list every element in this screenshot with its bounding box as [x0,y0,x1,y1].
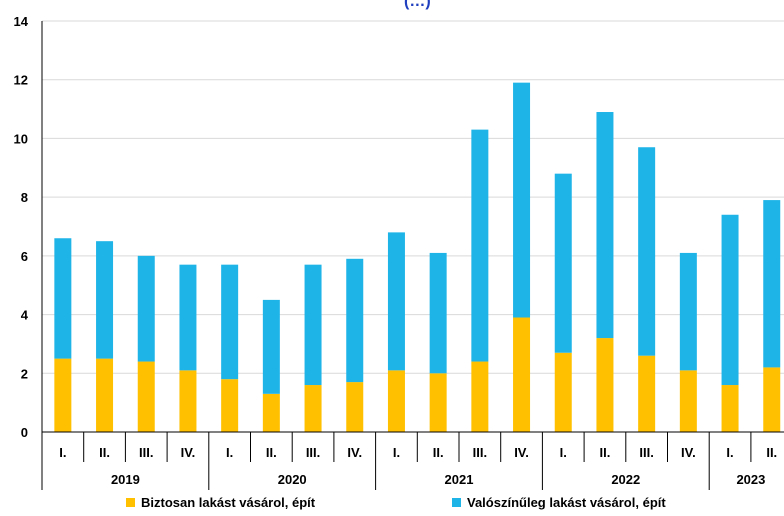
gridlines [42,20,784,374]
year-label: 2020 [278,472,307,487]
x-tick-label: II. [433,445,444,460]
bar-valoszinuleg [554,173,572,353]
x-tick-label: III. [639,445,653,460]
bar-valoszinuleg [221,264,239,380]
bar-biztosan [387,370,405,432]
x-tick-label: II. [266,445,277,460]
bar-valoszinuleg [763,200,781,368]
year-label: 2023 [736,472,765,487]
bar-valoszinuleg [638,147,656,356]
x-tick-label: III. [139,445,153,460]
x-tick-label: II. [766,445,777,460]
bar-biztosan [137,361,155,432]
bars [54,82,781,432]
x-axis: I. II. III. IV. I. II. III. IV. I. II. III. IV. I. II… [41,431,784,490]
bar-valoszinuleg [679,252,697,371]
bar-biztosan [596,338,614,432]
bar-biztosan [679,370,697,432]
bar-valoszinuleg [54,238,72,359]
bar-valoszinuleg [179,264,197,371]
x-tick-label: II. [600,445,611,460]
y-tick-label: 10 [14,131,28,146]
bar-valoszinuleg [387,232,405,371]
bar-biztosan [96,358,114,432]
legend-label-biztosan: Biztosan lakást vásárol, épít [141,495,316,510]
bar-biztosan [471,361,489,432]
bar-biztosan [179,370,197,432]
bar-biztosan [554,352,572,432]
x-tick-label: IV. [347,445,362,460]
x-tick-label: III. [306,445,320,460]
x-tick-label: I. [726,445,733,460]
x-tick-label: IV. [681,445,696,460]
bar-biztosan [346,382,364,432]
bar-valoszinuleg [429,252,447,374]
bar-biztosan [763,367,781,432]
legend: Biztosan lakást vásárol, épít Valószínűle… [126,495,666,510]
x-tick-label: I. [393,445,400,460]
year-label: 2021 [445,472,474,487]
x-tick-label: II. [99,445,110,460]
bar-biztosan [262,393,280,432]
bar-biztosan [221,379,239,432]
bar-valoszinuleg [346,258,364,383]
legend-swatch-biztosan [126,498,135,507]
y-tick-label: 12 [14,73,28,88]
y-axis: 0 2 4 6 8 10 12 14 [14,14,43,440]
bar-valoszinuleg [596,112,614,339]
bar-valoszinuleg [96,241,114,359]
legend-swatch-valoszinuleg [452,498,461,507]
bar-valoszinuleg [304,264,322,386]
bar-biztosan [429,373,447,432]
x-tick-label: IV. [514,445,529,460]
bar-biztosan [304,385,322,432]
legend-label-valoszinuleg: Valószínűleg lakást vásárol, épít [467,495,666,510]
chart-title: (…) [404,0,431,10]
x-tick-label: I. [560,445,567,460]
y-tick-label: 2 [21,366,28,381]
bar-biztosan [513,317,531,432]
y-tick-label: 8 [21,190,28,205]
y-tick-label: 4 [21,308,29,323]
bar-biztosan [721,385,739,432]
y-tick-label: 14 [14,14,29,29]
bar-valoszinuleg [471,129,489,362]
bar-biztosan [54,358,72,432]
year-label: 2022 [611,472,640,487]
x-tick-label: III. [473,445,487,460]
year-label: 2019 [111,472,140,487]
y-tick-label: 0 [21,425,28,440]
bar-valoszinuleg [137,255,155,362]
y-tick-label: 6 [21,249,28,264]
bar-valoszinuleg [513,82,531,318]
x-tick-label: IV. [181,445,196,460]
x-tick-label: I. [59,445,66,460]
bar-biztosan [638,355,656,432]
bar-valoszinuleg [262,299,280,394]
bar-valoszinuleg [721,214,739,386]
x-tick-label: I. [226,445,233,460]
